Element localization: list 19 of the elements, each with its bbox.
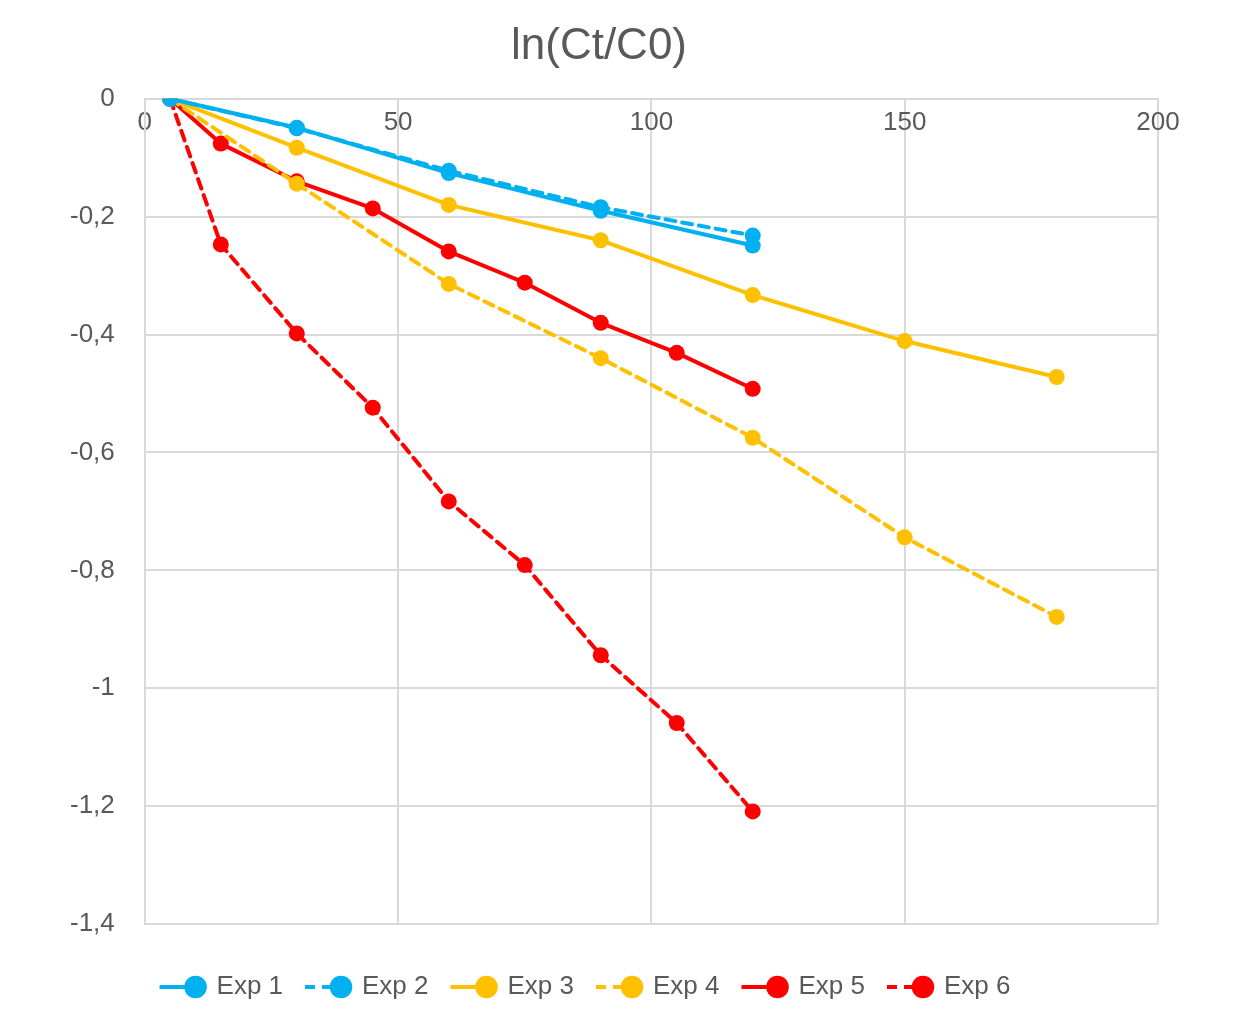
y-tick-label: -0,8 <box>69 553 115 584</box>
legend-label: Exp 3 <box>507 970 575 1001</box>
y-tick-label: -0,6 <box>69 435 115 466</box>
legend-label: Exp 6 <box>943 970 1011 1001</box>
legend-label: Exp 2 <box>362 970 429 1001</box>
y-tick-label: -0,2 <box>69 199 115 230</box>
legend-label: Exp 4 <box>653 970 720 1001</box>
x-tick-label: 100 <box>629 105 674 136</box>
x-tick-label: 50 <box>383 105 413 136</box>
legend-label: Exp 5 <box>798 970 865 1001</box>
x-tick-label: 150 <box>883 105 927 136</box>
y-tick-label: -1,2 <box>69 789 115 820</box>
chart-title: ln(Ct/C0) <box>510 18 688 68</box>
y-tick-label: -0,4 <box>69 317 115 348</box>
x-tick-label: 200 <box>1136 105 1180 136</box>
y-tick-label: -1 <box>91 671 115 702</box>
y-tick-label: 0 <box>100 81 115 112</box>
y-tick-label: -1,4 <box>69 907 115 938</box>
legend-label: Exp 1 <box>216 970 284 1001</box>
